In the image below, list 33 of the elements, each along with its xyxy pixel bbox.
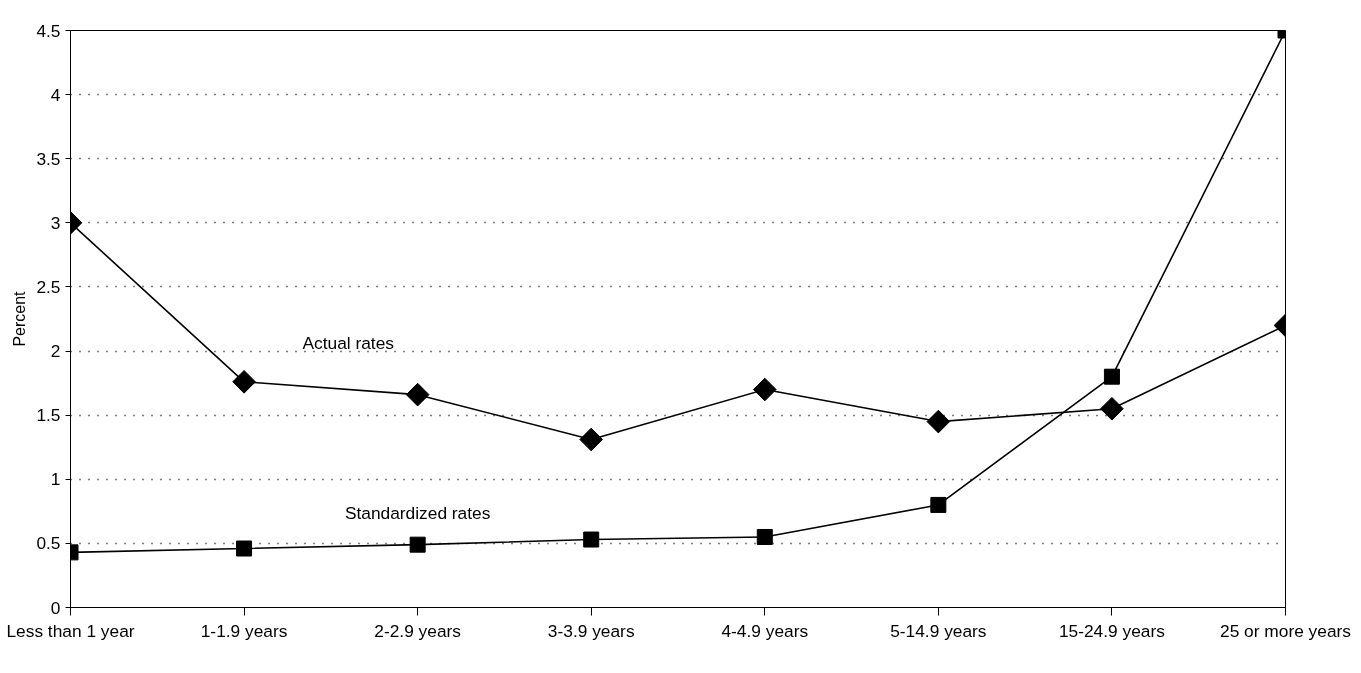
- x-tick-label: 5-14.9 years: [890, 620, 987, 641]
- y-tick-label: 4.5: [36, 20, 61, 41]
- y-tick-label: 4: [50, 84, 61, 105]
- point: [236, 540, 253, 557]
- point: [405, 382, 430, 407]
- y-tick-label: 3: [50, 212, 61, 233]
- point: [583, 531, 600, 548]
- y-tick-label: 0: [50, 597, 61, 618]
- point: [752, 377, 777, 402]
- x-tick-label: 15-24.9 years: [1058, 620, 1166, 641]
- x-tick-label: 4-4.9 years: [721, 620, 809, 641]
- point: [930, 496, 947, 513]
- y-tick-label: 1.5: [36, 405, 61, 426]
- point: [579, 427, 604, 452]
- x-tick-label: 25 or more years: [1220, 620, 1352, 641]
- point: [1100, 396, 1124, 421]
- series-label: Standardized rates: [344, 502, 491, 523]
- y-tick-label: 3.5: [36, 148, 61, 169]
- point: [926, 409, 951, 434]
- series-label: Actual rates: [302, 333, 395, 354]
- point: [756, 528, 773, 545]
- y-tick-label: 1: [50, 469, 61, 490]
- point: [1103, 368, 1120, 385]
- x-tick-label: 2-2.9 years: [374, 620, 462, 641]
- y-tick-label: 2.5: [36, 276, 61, 297]
- y-tick-label: 2: [50, 341, 61, 362]
- point: [232, 370, 256, 394]
- x-tick-label: 3-3.9 years: [547, 620, 635, 641]
- x-tick-label: 1-1.9 years: [200, 620, 288, 641]
- x-tick-label: Less than 1 year: [6, 620, 135, 641]
- y-axis-title: Percent: [11, 290, 29, 347]
- point: [409, 536, 426, 553]
- y-tick-label: 0.5: [36, 533, 61, 554]
